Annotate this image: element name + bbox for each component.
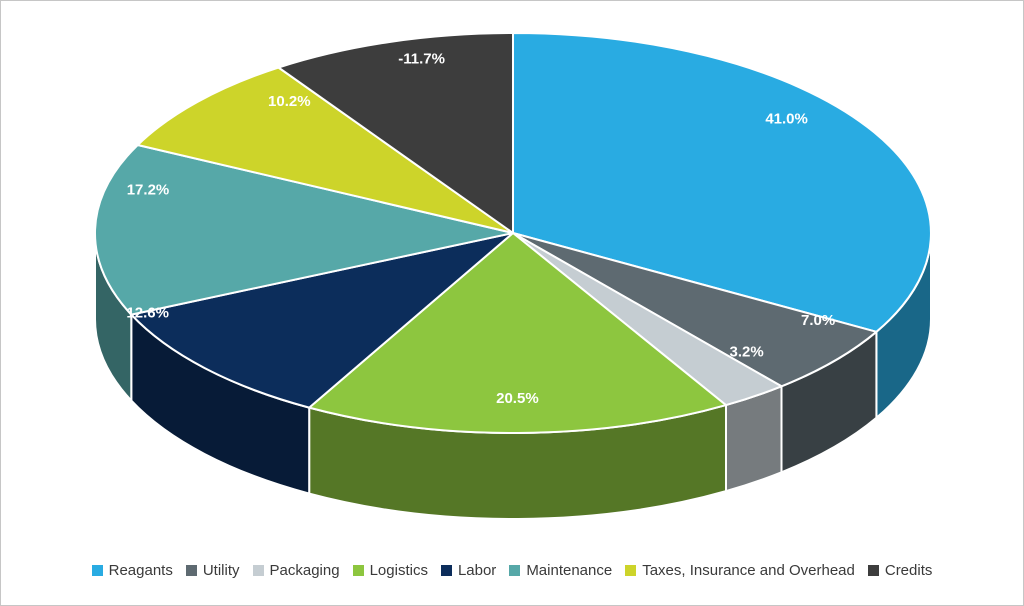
legend-swatch-credits [867, 565, 879, 576]
legend-label-reagants: Reagants [108, 562, 173, 579]
chart-legend: Reagants Utility Packaging Logistics Labor Ma… [1, 562, 1023, 579]
legend-swatch-maintenance [509, 565, 521, 576]
slice-value-label-packaging: 3.2% [729, 344, 763, 361]
slice-value-label-utility: 7.0% [801, 312, 835, 329]
slice-value-label-labor: 12.6% [126, 305, 169, 322]
legend-item-logistics: Logistics [352, 562, 428, 579]
pie-slice-utility [512, 232, 878, 388]
legend-label-logistics: Logistics [369, 562, 428, 579]
legend-swatch-reagants [91, 565, 103, 576]
slice-value-label-credits: -11.7% [398, 50, 445, 67]
legend-label-utility: Utility [202, 562, 240, 579]
legend-label-packaging: Packaging [269, 562, 340, 579]
legend-swatch-taxes-insurance-and-overhead [625, 565, 637, 576]
pie-slice-reagants [512, 32, 932, 333]
legend-swatch-labor [440, 565, 452, 576]
legend-label-labor: Labor [457, 562, 497, 579]
legend-swatch-logistics [352, 565, 364, 576]
slice-value-label-taxes-insurance-and-overhead: 10.2% [268, 93, 311, 110]
legend-swatch-packaging [252, 565, 264, 576]
legend-item-reagants: Reagants [91, 562, 173, 579]
pie-slice-maintenance [94, 144, 514, 316]
legend-label-taxes-insurance-and-overhead: Taxes, Insurance and Overhead [642, 562, 855, 579]
pie-3d-chart: 41.0% 7.0% 3.2% 20.5% 12.6% 17.2% 10.2% -11.7% [93, 32, 932, 520]
legend-item-taxes-insurance-and-overhead: Taxes, Insurance and Overhead [625, 562, 855, 579]
pie-slice-taxes-insurance-and-overhead [136, 66, 514, 234]
legend-label-credits: Credits [884, 562, 933, 579]
legend-item-maintenance: Maintenance [509, 562, 612, 579]
legend-item-utility: Utility [185, 562, 240, 579]
slice-value-label-logistics: 20.5% [496, 390, 539, 407]
slice-value-label-reagants: 41.0% [765, 110, 808, 127]
legend-swatch-utility [185, 565, 197, 576]
legend-item-credits: Credits [867, 562, 933, 579]
pie-slice-credits [277, 32, 514, 234]
legend-item-labor: Labor [440, 562, 497, 579]
pie-slice-logistics [308, 232, 727, 434]
slice-value-label-maintenance: 17.2% [127, 181, 170, 198]
pie-slice-labor [130, 232, 514, 409]
legend-item-packaging: Packaging [252, 562, 340, 579]
legend-label-maintenance: Maintenance [526, 562, 613, 579]
